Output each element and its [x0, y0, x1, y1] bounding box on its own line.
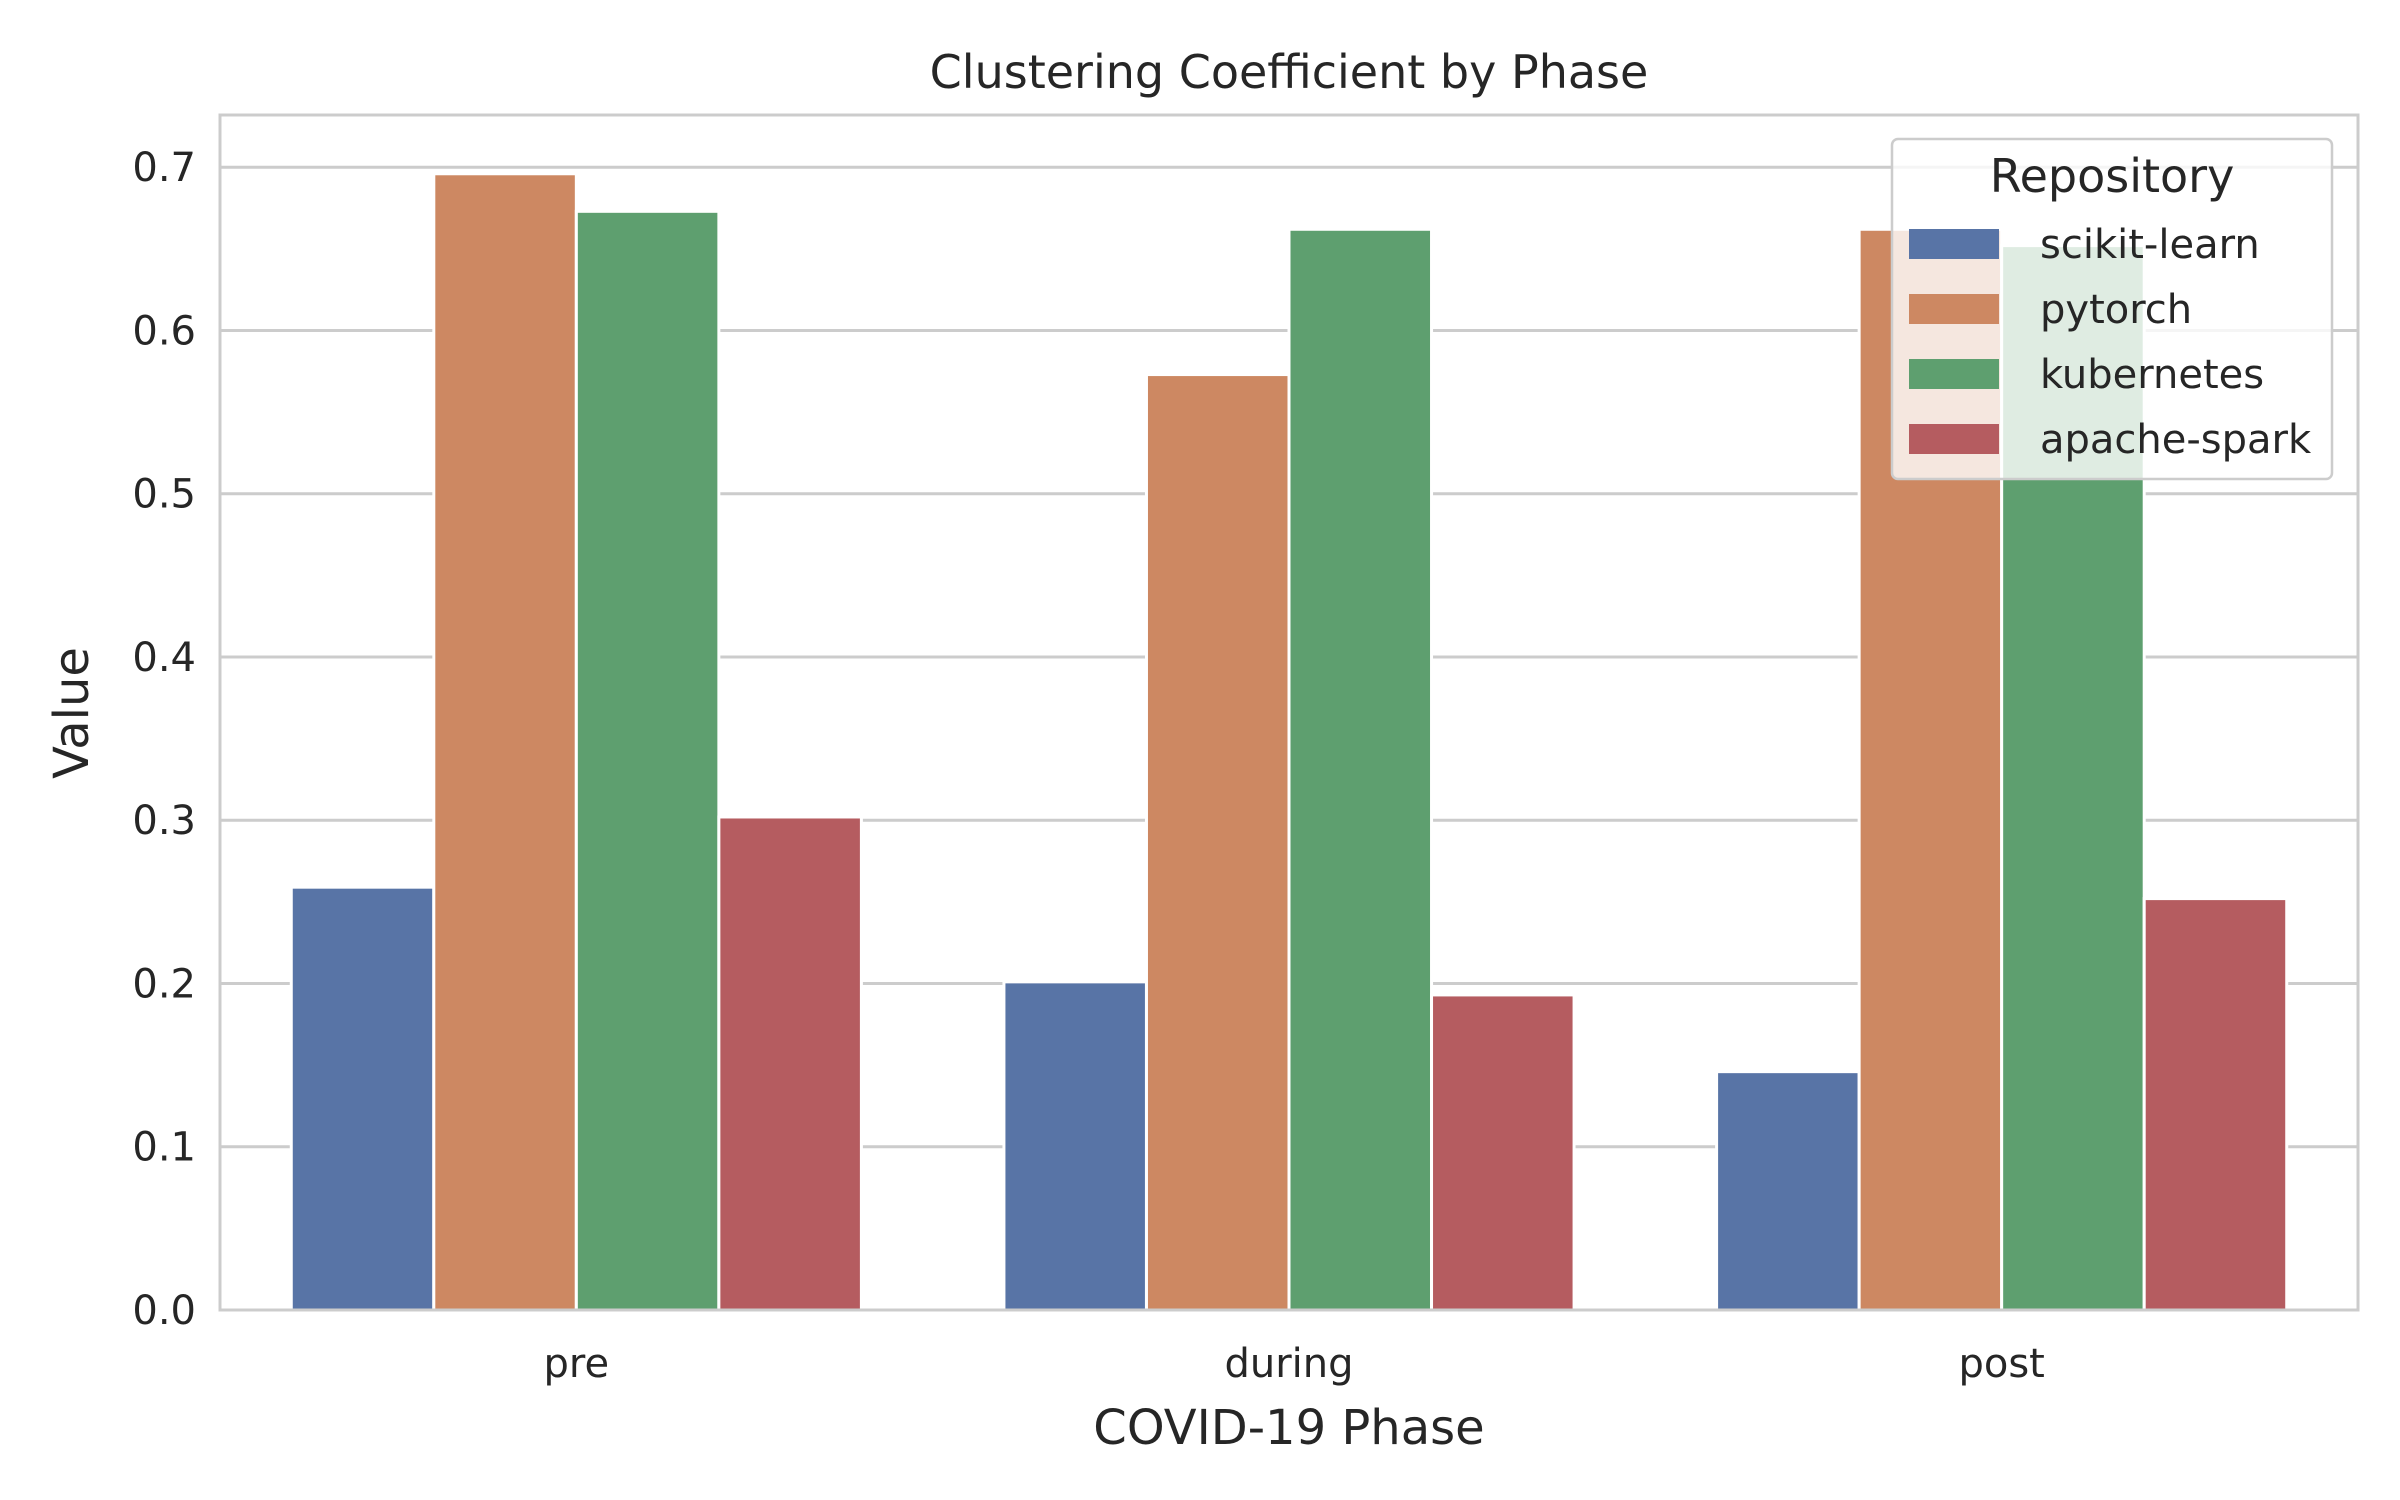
x-tick-label: pre [544, 1341, 610, 1387]
y-tick-label: 0.3 [132, 798, 196, 844]
bar-apache-spark-post [2142, 897, 2289, 1312]
legend-label-pytorch: pytorch [2040, 287, 2192, 333]
x-axis-label: COVID-19 Phase [1093, 1400, 1484, 1456]
bar-apache-spark-during [1430, 993, 1576, 1312]
bars [289, 172, 2289, 1312]
y-tick-label: 0.2 [132, 961, 196, 1007]
x-tick-label: post [1958, 1341, 2044, 1387]
legend-label-kubernetes: kubernetes [2040, 352, 2264, 398]
plot-frame [218, 113, 2360, 1312]
bar-kubernetes-during [1287, 227, 1434, 1312]
legend-label-apache-spark: apache-spark [2040, 417, 2312, 463]
legend-title: Repository [1990, 149, 2235, 203]
y-axis-ticks: 0.0 0.1 0.2 0.3 0.4 0.5 0.6 0.7 [132, 145, 196, 1334]
y-tick-label: 0.5 [132, 472, 196, 518]
bar-pytorch-during [1144, 373, 1291, 1312]
y-axis-label: Value [44, 647, 100, 779]
y-tick-label: 0.0 [132, 1288, 196, 1334]
legend-box [1890, 137, 2334, 481]
bar-kubernetes-pre [574, 209, 721, 1312]
legend-swatch-scikit-learn [1909, 229, 1999, 259]
x-tick-label: during [1224, 1341, 1353, 1387]
bar-pytorch-pre [432, 172, 578, 1312]
y-tick-label: 0.1 [132, 1125, 196, 1171]
y-tick-label: 0.6 [132, 308, 196, 354]
x-axis-ticks: pre during post [544, 1341, 2045, 1387]
legend-items: scikit-learn pytorch kubernetes apache-spar… [1909, 222, 2312, 463]
bar-scikit-learn-post [1715, 1070, 1861, 1312]
chart-title: Clustering Coefficient by Phase [930, 45, 1649, 99]
legend-swatch-apache-spark [1909, 424, 1999, 454]
legend-label-scikit-learn: scikit-learn [2040, 222, 2260, 268]
legend-swatch-kubernetes [1909, 359, 1999, 389]
bar-scikit-learn-during [1002, 980, 1148, 1312]
bar-apache-spark-pre [717, 815, 863, 1312]
legend-swatch-pytorch [1909, 294, 1999, 324]
bar-scikit-learn-pre [289, 885, 436, 1312]
legend: Repository scikit-learn pytorch kubernetes… [1890, 137, 2334, 481]
y-tick-label: 0.4 [132, 635, 196, 681]
y-tick-label: 0.7 [132, 145, 196, 191]
